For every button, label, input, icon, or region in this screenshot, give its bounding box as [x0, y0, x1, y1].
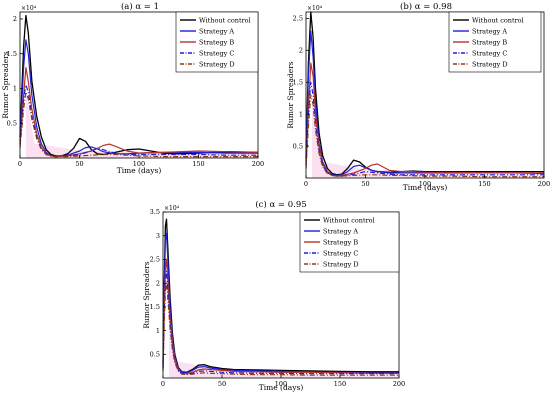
y-tick-label: 3: [156, 232, 160, 240]
shaded-band: [311, 103, 544, 178]
y-tick-label: 1.5: [7, 50, 17, 58]
axis-exponent-label: ×10⁴: [164, 205, 180, 212]
chart-title: (a) α = 1: [121, 1, 159, 12]
legend-label: Strategy C: [199, 49, 234, 57]
series-line-strategy-b: [305, 62, 544, 177]
y-tick-label: 0.5: [7, 119, 17, 127]
x-tick-label: 150: [478, 180, 490, 188]
legend-label: Strategy D: [472, 60, 508, 68]
x-tick-label: 150: [192, 160, 204, 168]
x-tick-label: 100: [275, 380, 287, 388]
series-line-strategy-c: [19, 84, 258, 158]
y-tick-label: 2: [156, 279, 160, 287]
shaded-band: [25, 92, 259, 158]
x-tick-label: 200: [538, 180, 550, 188]
x-tick-label: 200: [252, 160, 264, 168]
y-tick-label: 2.5: [293, 15, 303, 23]
y-tick-label: 1: [299, 110, 303, 118]
legend-label: Without control: [199, 16, 251, 24]
chart-title: (c) α = 0.95: [255, 199, 306, 210]
series-line-strategy-c: [305, 81, 544, 177]
legend-label: Strategy D: [323, 260, 359, 268]
x-tick-label: 200: [393, 380, 405, 388]
legend-label: Strategy B: [323, 238, 358, 246]
y-axis-label: Rumor Spreaders: [286, 61, 295, 128]
legend-label: Strategy A: [472, 27, 507, 35]
chart-panel-b: (b) α = 0.98 0 50 100 150 200 0.5 1 1.5 2 2.5 ×10⁴ T…: [286, 1, 550, 192]
y-tick-label: 0.5: [293, 142, 303, 150]
y-tick-label: 2.5: [150, 256, 160, 264]
y-tick-label: 2: [299, 47, 303, 55]
x-tick-label: 50: [75, 160, 83, 168]
x-tick-label: 50: [218, 380, 226, 388]
legend-label: Strategy A: [323, 227, 358, 235]
x-tick-label: 100: [419, 180, 431, 188]
series-line-strategy-a: [162, 232, 399, 374]
x-tick-label: 150: [334, 380, 346, 388]
chart-title: (b) α = 0.98: [400, 1, 452, 12]
x-tick-label: 100: [133, 160, 145, 168]
y-tick-label: 2: [13, 15, 17, 23]
x-axis-label: Time (days): [117, 166, 162, 175]
x-tick-label: 0: [18, 160, 22, 168]
legend-label: Strategy B: [472, 38, 507, 46]
x-axis-label: Time (days): [259, 383, 304, 392]
y-tick-label: 1: [13, 85, 17, 93]
series-line-without-control: [162, 218, 399, 373]
x-axis-label: Time (days): [403, 183, 448, 192]
legend-label: Strategy B: [199, 38, 234, 46]
y-tick-label: 1: [156, 327, 160, 335]
legend-label: Strategy D: [199, 60, 235, 68]
axis-exponent-label: ×10⁴: [21, 5, 37, 12]
y-axis-label: Rumor Spreaders: [1, 51, 10, 118]
series-line-without-control: [305, 11, 544, 176]
legend-label: Without control: [472, 16, 524, 24]
series-line-strategy-d: [19, 91, 258, 158]
y-tick-label: 3.5: [150, 208, 160, 216]
series-line-strategy-b: [162, 258, 399, 375]
x-tick-label: 50: [361, 180, 369, 188]
legend-label: Without control: [323, 216, 375, 224]
x-tick-label: 0: [161, 380, 165, 388]
series-line-strategy-c: [162, 270, 399, 375]
legend-label: Strategy C: [472, 49, 507, 57]
y-tick-label: 1.5: [150, 303, 160, 311]
series-line-strategy-d: [162, 282, 399, 376]
chart-panel-a: (a) α = 1 0 50 100 150 200 0.5 1 1.5 2 ×10⁴ Time (d…: [1, 1, 264, 175]
series-line-strategy-b: [19, 66, 259, 158]
y-axis-label: Rumor Spreaders: [142, 261, 151, 328]
legend-label: Strategy C: [323, 249, 358, 257]
legend-label: Strategy A: [199, 27, 234, 35]
y-tick-label: 0.5: [150, 350, 160, 358]
series-line-strategy-d: [305, 94, 544, 178]
axis-exponent-label: ×10⁴: [307, 5, 323, 12]
y-tick-label: 1.5: [293, 78, 303, 86]
x-tick-label: 0: [304, 180, 308, 188]
chart-panel-c: (c) α = 0.95 0 50 100 150 200 0.5 1 1.5 2 2.5 3 3.5 ×…: [142, 199, 405, 392]
